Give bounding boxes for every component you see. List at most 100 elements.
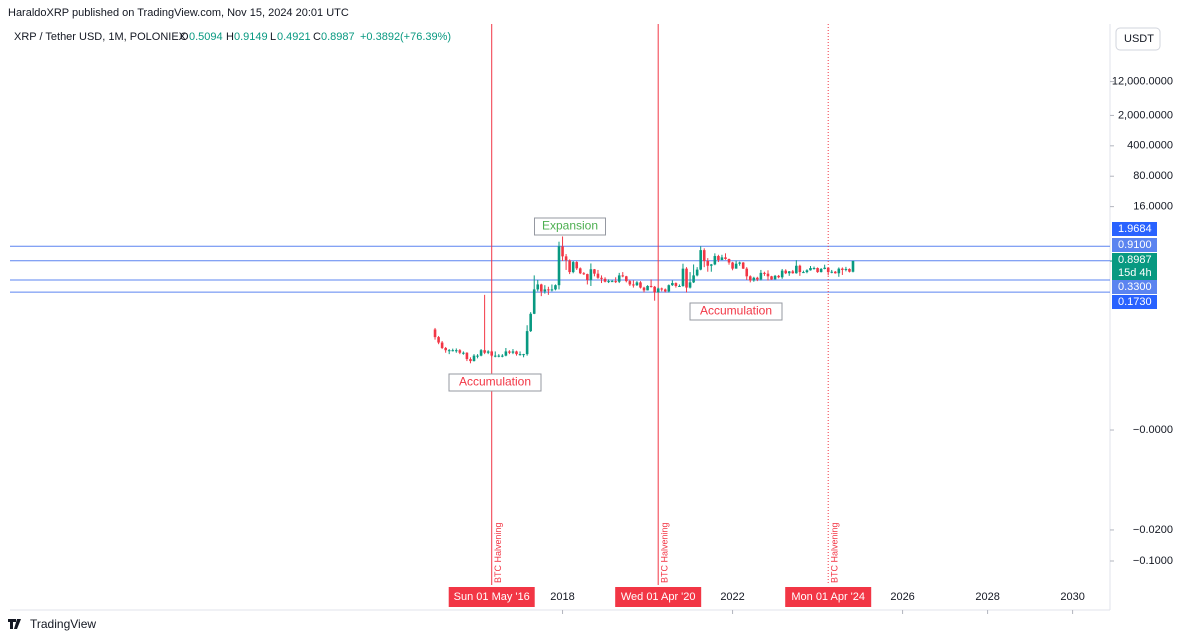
candle-body	[727, 259, 731, 263]
candle-body	[695, 269, 699, 276]
y-tick-label: 16.0000	[1133, 201, 1173, 213]
candle-body	[568, 260, 571, 273]
candle-body	[671, 283, 674, 286]
candle-body	[667, 285, 671, 292]
candle-body	[610, 281, 614, 283]
candle-body	[543, 289, 547, 292]
candle-body	[738, 262, 741, 264]
date-label-bg	[448, 587, 535, 607]
candle-body	[692, 275, 695, 283]
candle-body	[674, 283, 678, 286]
candle-body	[756, 277, 759, 280]
candle-body	[795, 265, 798, 274]
candle-body	[649, 285, 653, 287]
candle-body	[476, 355, 479, 357]
candle-body	[493, 355, 497, 357]
candle-body	[720, 257, 724, 260]
candle-body	[777, 275, 780, 278]
candle-body	[472, 355, 476, 362]
candle-body	[688, 282, 692, 288]
candle-body	[582, 273, 586, 275]
candle-body	[787, 271, 791, 274]
candle-body	[625, 276, 628, 282]
candle-body	[462, 352, 465, 354]
date-label-bg	[615, 587, 702, 607]
candle-body	[741, 262, 745, 269]
halving-text: BTC Halvening	[660, 522, 670, 583]
candle-body	[798, 265, 802, 273]
candle-body	[628, 281, 632, 285]
candle-body	[561, 246, 564, 257]
date-label: Mon 01 Apr '24	[791, 591, 865, 603]
candle-body	[653, 286, 656, 293]
candle-body	[614, 281, 617, 283]
candle-body	[685, 268, 688, 288]
candle-body	[635, 282, 639, 286]
candle-body	[490, 351, 494, 356]
legend-open: 0.5094	[189, 31, 223, 43]
candle-body	[621, 275, 625, 277]
price-label-bg	[1112, 280, 1157, 294]
candle-body	[660, 288, 664, 290]
candle-body	[539, 284, 543, 292]
currency-button[interactable]	[1115, 27, 1161, 51]
candle-body	[440, 342, 444, 348]
candle-body	[780, 270, 784, 278]
candle-body	[752, 277, 756, 281]
candle-body	[713, 256, 717, 265]
candle-body	[809, 268, 812, 271]
candle-body	[550, 289, 554, 291]
candle-body	[816, 268, 819, 273]
candle-body	[596, 273, 600, 278]
candle-body	[642, 287, 646, 291]
date-label-bg	[785, 587, 872, 607]
date-label: Sun 01 May '16	[454, 591, 530, 603]
x-tick-label: 2026	[890, 591, 914, 603]
candle-body	[465, 352, 469, 360]
candle-body	[600, 277, 603, 279]
price-label: 0.9100	[1118, 239, 1152, 251]
candle-body	[851, 261, 855, 272]
candle-body	[837, 268, 841, 274]
annotation-box	[534, 217, 606, 236]
price-label-bg	[1112, 238, 1157, 252]
price-label: 1.9684	[1118, 223, 1152, 235]
y-tick-label: 12,000.0000	[1112, 75, 1173, 87]
candle-body	[805, 270, 809, 273]
y-tick-label: 80.0000	[1133, 170, 1173, 182]
price-label: 0.3300	[1118, 281, 1152, 293]
candle-body	[447, 350, 451, 352]
legend-close: 0.8987	[321, 31, 355, 43]
candle-body	[469, 359, 472, 362]
candle-body	[617, 275, 621, 282]
candle-body	[678, 285, 681, 287]
legend-change-pct: (+76.39%)	[400, 31, 451, 43]
candle-body	[766, 273, 770, 277]
candle-body	[802, 272, 805, 274]
countdown: 15d 4h	[1118, 267, 1152, 279]
candle-body	[589, 269, 593, 280]
candle-body	[479, 350, 483, 356]
candle-body	[663, 289, 667, 292]
annotation-box	[448, 373, 542, 392]
candle-body	[529, 313, 532, 332]
candle-body	[724, 257, 727, 260]
candle-body	[547, 289, 550, 291]
x-tick-label: 2022	[720, 591, 744, 603]
candle-body	[639, 282, 642, 288]
candle-body	[518, 354, 522, 356]
candle-body	[748, 276, 752, 281]
candle-body	[706, 260, 710, 266]
candle-body	[586, 274, 589, 280]
date-label: Wed 01 Apr '20	[621, 591, 696, 603]
candle-body	[444, 347, 447, 351]
legend-low-label: L	[270, 31, 276, 43]
y-tick-label: −0.0200	[1133, 524, 1173, 536]
candle-body	[536, 284, 540, 290]
candles	[433, 236, 855, 364]
current-price-bg	[1112, 253, 1157, 280]
currency-label: USDT	[1124, 33, 1154, 45]
